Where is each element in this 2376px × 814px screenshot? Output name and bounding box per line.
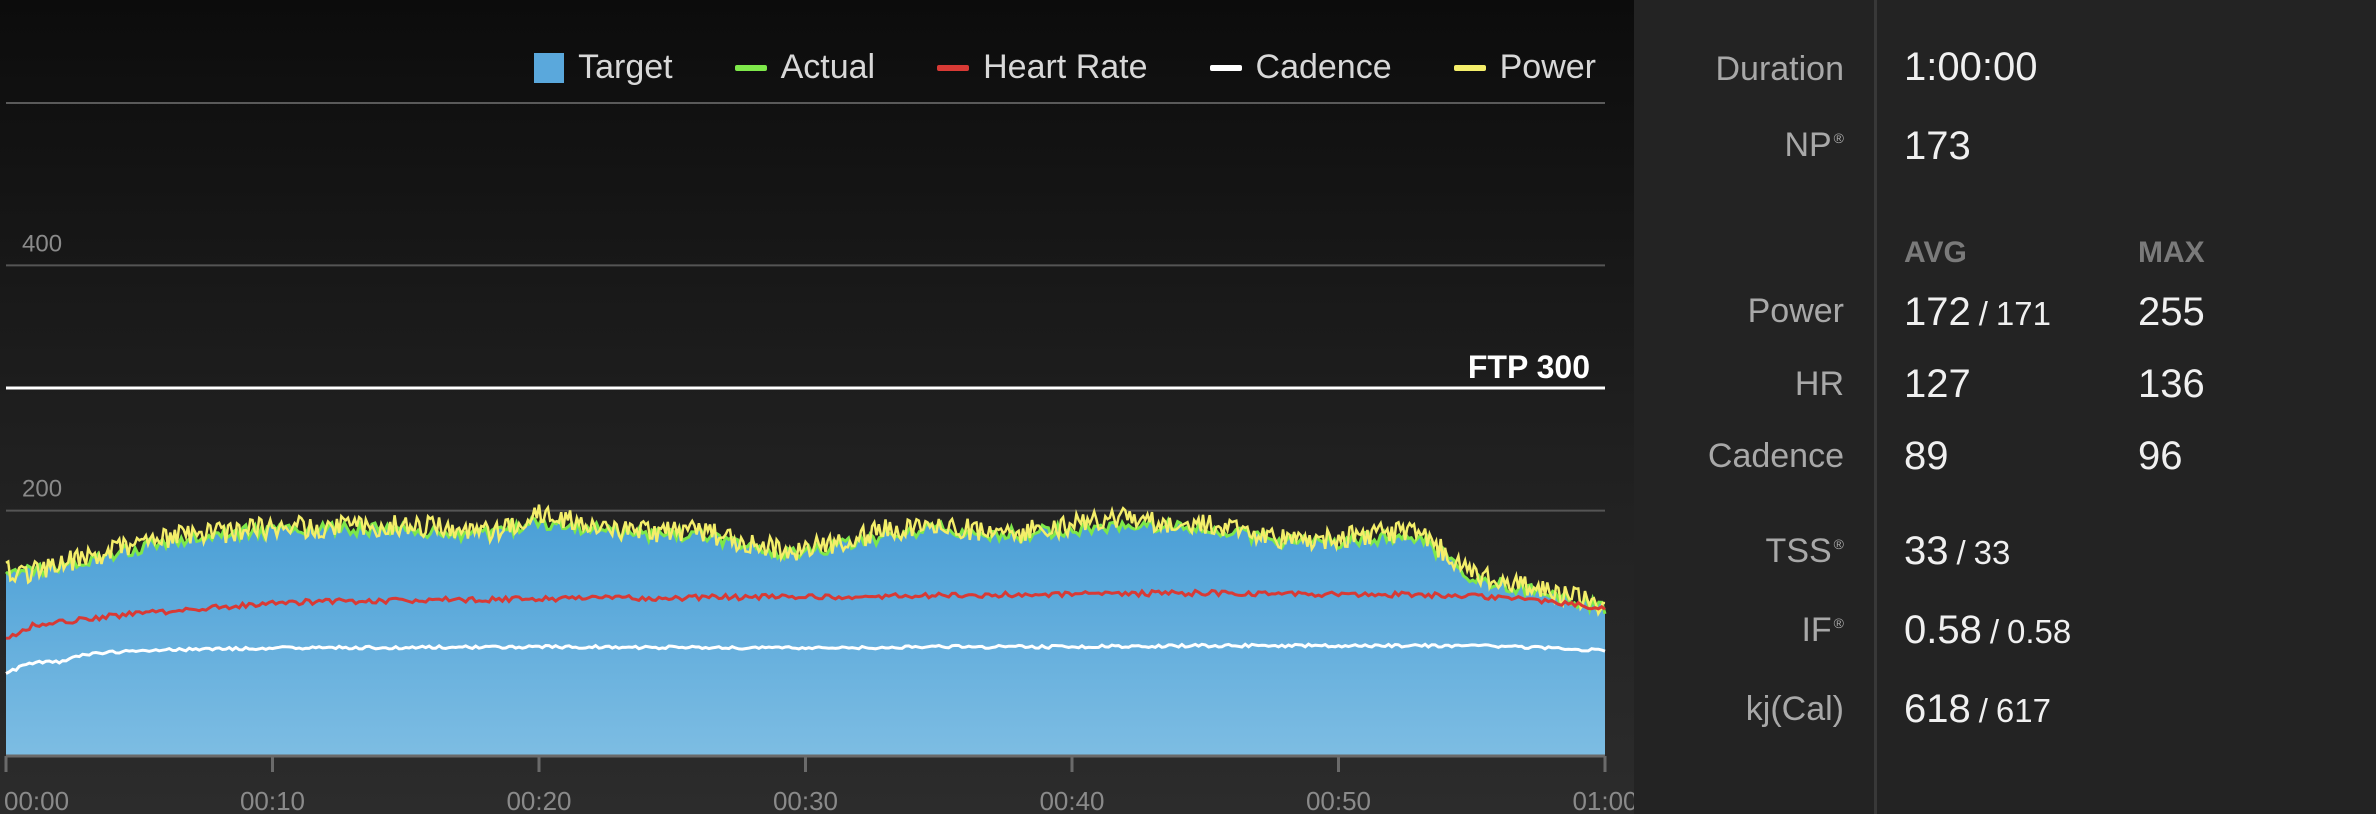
workout-chart-svg: 200 400 FTP 300 00:00 00:10 00:20 00:30 00:40 00… [4,102,1634,814]
panel-divider [1874,0,1877,814]
power-max-value: 255 [2138,290,2205,334]
legend-item-target[interactable]: Target [534,48,673,87]
np-label: NP ® [1784,126,1844,164]
ftp-label: FTP 300 [1468,349,1590,385]
if-label: IF ® [1801,611,1844,649]
x-tick-label-01-00: 01:00 [1572,786,1634,814]
max-column-header: MAX [2138,236,2205,269]
legend-item-cadence[interactable]: Cadence [1209,48,1392,87]
cadence-max-value: 96 [2138,434,2183,478]
x-tick-label-00-00: 00:00 [4,786,69,814]
x-tick-label-00-50: 00:50 [1306,786,1371,814]
legend-label: Target [578,48,673,86]
kj-label: kj(Cal) [1745,690,1844,728]
y-tick-label-200: 200 [22,476,62,503]
legend-item-actual[interactable]: Actual [734,48,876,87]
duration-value: 1:00:00 [1904,45,2038,89]
tss-value: 33/33 [1904,529,2011,573]
x-tick-label-00-40: 00:40 [1039,786,1104,814]
cadence-label: Cadence [1707,437,1844,475]
x-tick-label-00-30: 00:30 [773,786,838,814]
hr-max-value: 136 [2138,362,2205,406]
legend-item-power[interactable]: Power [1453,48,1596,87]
legend-swatch [534,52,565,83]
legend-label: Heart Rate [983,48,1148,86]
cadence-avg-value: 89 [1904,434,1949,478]
stats-panel: Duration 1:00:00 NP ® 173 AVG MAX Power 1… [1634,0,2376,814]
y-tick-label-400: 400 [22,230,62,257]
if-value: 0.58/0.58 [1904,608,2072,652]
x-tick-label-00-10: 00:10 [240,786,305,814]
power-label: Power [1747,292,1844,330]
legend-swatch [1453,64,1486,71]
tss-label: TSS ® [1765,532,1844,570]
power-avg-value: 172/171 [1904,290,2051,334]
kj-value: 618/617 [1904,687,2051,731]
cadence-line [5,642,1606,675]
legend-swatch [1209,64,1242,71]
legend-label: Power [1499,48,1596,86]
workout-chart[interactable]: 200 400 FTP 300 00:00 00:10 00:20 00:30 00:40 00… [0,0,1634,814]
legend-label: Actual [780,48,876,86]
x-tick-label-00-20: 00:20 [506,786,571,814]
legend-swatch [734,64,767,71]
chart-legend: Target Actual Heart Rate Cadence Power [534,48,1596,87]
np-value: 173 [1904,124,1971,168]
duration-label: Duration [1715,50,1844,88]
power-line [5,504,1606,617]
legend-swatch [937,64,970,71]
heart-rate-line [5,588,1606,640]
avg-column-header: AVG [1904,236,1967,269]
hr-label: HR [1794,365,1844,403]
hr-avg-value: 127 [1904,362,1971,406]
legend-label: Cadence [1255,48,1392,86]
legend-item-heart-rate[interactable]: Heart Rate [937,48,1148,87]
target-area [6,517,1605,756]
